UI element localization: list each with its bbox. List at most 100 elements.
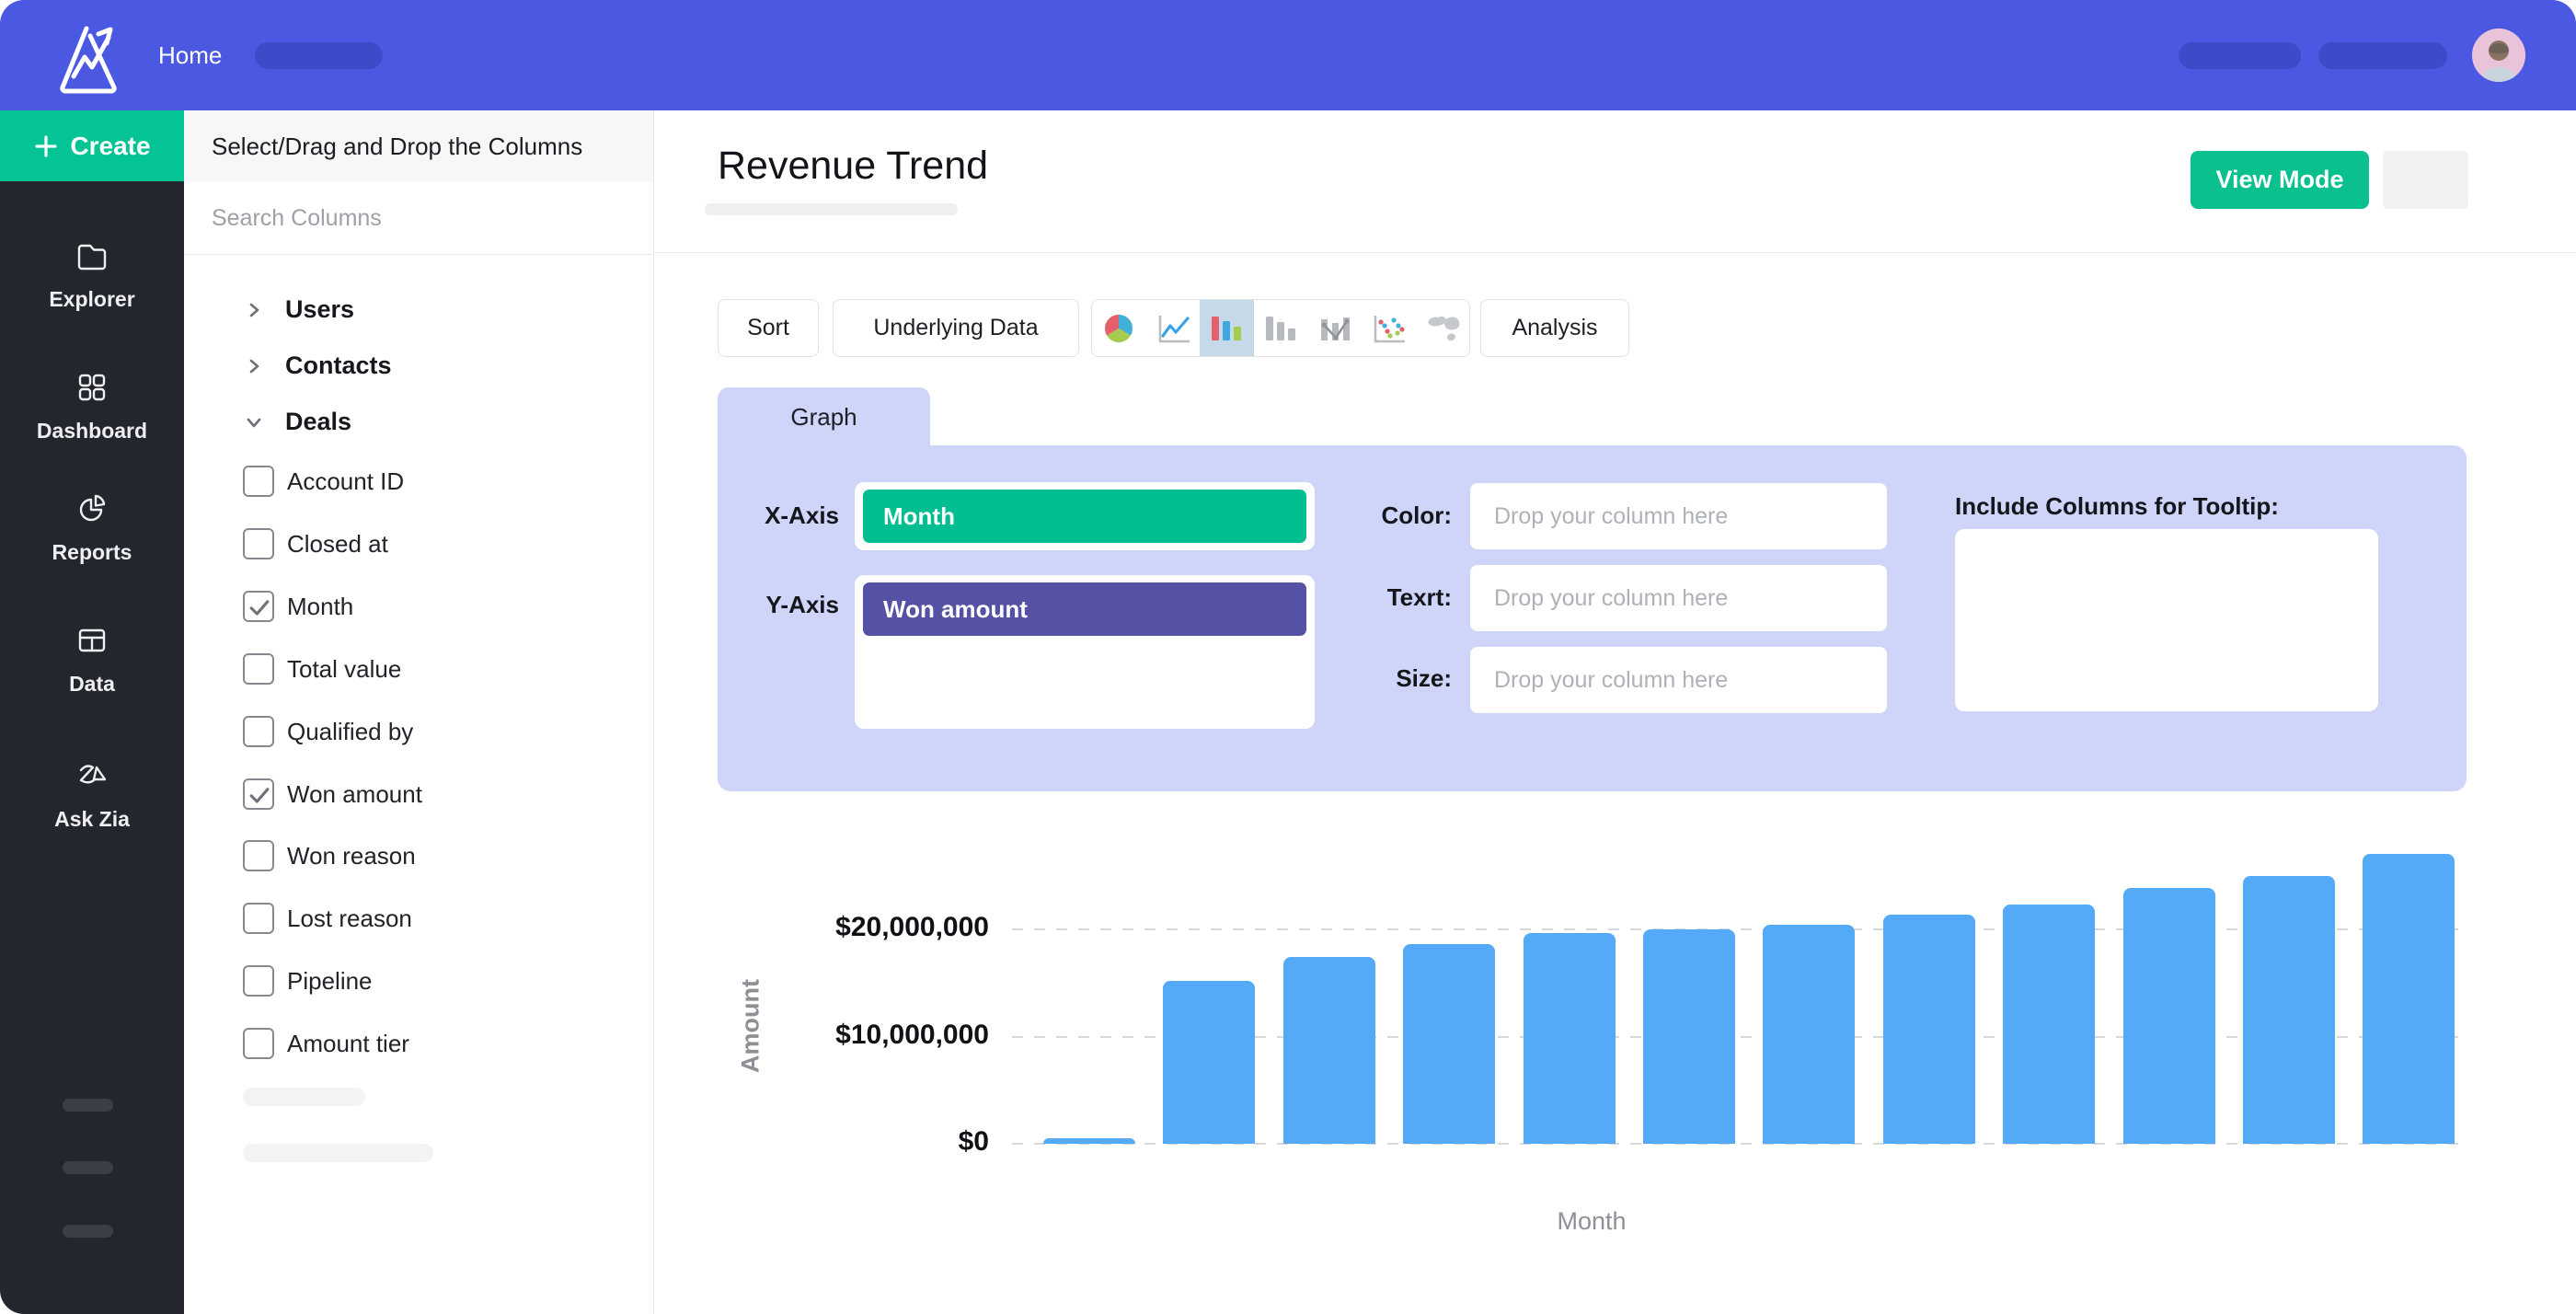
secondary-action-placeholder[interactable] [2383,151,2468,209]
y-tick-label: $10,000,000 [835,1019,989,1050]
scatter-chart-icon[interactable] [1362,300,1416,356]
column-field-label: Won amount [287,780,422,808]
y-axis-dropzone[interactable]: Won amount [855,575,1315,729]
column-field-row[interactable]: Won reason [184,836,653,876]
checkbox[interactable] [243,840,274,871]
plus-icon [35,134,58,157]
analytics-logo-icon[interactable] [53,14,123,97]
checkbox[interactable] [243,903,274,934]
sidebar-item-data[interactable]: Data [0,622,184,697]
sidebar-placeholder [63,1225,113,1238]
bar-mono-chart-icon[interactable] [1254,300,1308,356]
sidebar: Create Explorer Dashboard Reports Data A… [0,110,184,1314]
columns-panel: Select/Drag and Drop the Columns Users C… [184,110,654,1314]
chevron-right-icon [249,359,259,374]
underlying-data-button[interactable]: Underlying Data [833,299,1079,357]
column-field-row[interactable]: Closed at [184,524,653,564]
chevron-down-icon [247,418,261,428]
chevron-right-icon [249,303,259,317]
search-columns-input[interactable] [184,182,653,254]
top-navigation-bar: Home [0,0,2576,110]
checkbox[interactable] [243,1028,274,1059]
column-group-users[interactable]: Users [184,290,653,330]
x-axis-label: X-Axis [765,501,839,529]
bar[interactable] [2122,887,2215,1144]
column-field-label: Total value [287,655,402,683]
line-chart-icon[interactable] [1146,300,1201,356]
sidebar-item-reports[interactable]: Reports [0,490,184,565]
sidebar-item-dashboard[interactable]: Dashboard [0,369,184,444]
user-avatar[interactable] [2472,29,2525,82]
create-button[interactable]: Create [0,110,184,181]
text-dropzone[interactable]: Drop your column here [1470,565,1887,631]
tooltip-columns-dropzone[interactable] [1955,529,2378,711]
gridline [1012,1143,2466,1145]
bar[interactable] [2363,854,2455,1144]
checkbox[interactable] [243,716,274,747]
pie-chart-icon[interactable] [1092,300,1146,356]
x-axis-title: Month [1557,1207,1627,1235]
x-axis-column-chip[interactable]: Month [863,490,1306,543]
column-group-label: Deals [285,408,352,435]
sidebar-item-explorer[interactable]: Explorer [0,237,184,312]
sidebar-placeholder [63,1161,113,1174]
x-axis-dropzone[interactable]: Month [855,482,1315,550]
sidebar-item-label: Reports [52,540,132,564]
column-group-deals[interactable]: Deals [184,402,653,443]
map-chart-icon[interactable] [1415,300,1469,356]
checkbox[interactable] [243,778,274,810]
combo-chart-icon[interactable] [1307,300,1362,356]
table-icon [78,628,106,652]
column-field-label: Qualified by [287,718,414,745]
bar[interactable] [1282,957,1375,1144]
checkbox[interactable] [243,653,274,685]
column-field-row[interactable]: Qualified by [184,711,653,752]
sort-button[interactable]: Sort [718,299,819,357]
checkbox[interactable] [243,591,274,622]
bar-chart-icon[interactable] [1200,300,1254,356]
y-axis-column-chip[interactable]: Won amount [863,582,1306,636]
bar[interactable] [1763,925,1856,1144]
view-mode-button[interactable]: View Mode [2191,151,2369,209]
folder-icon [77,244,107,271]
nav-home-link[interactable]: Home [158,41,223,69]
bar[interactable] [1882,914,1975,1144]
gridline [1012,1035,2466,1038]
bar[interactable] [1643,929,1735,1144]
column-field-row[interactable]: Total value [184,649,653,689]
column-field-row[interactable]: Amount tier [184,1023,653,1064]
column-field-row[interactable]: Pipeline [184,961,653,1001]
size-dropzone[interactable]: Drop your column here [1470,647,1887,713]
column-group-contacts[interactable]: Contacts [184,346,653,386]
column-field-row[interactable]: Month [184,586,653,627]
bar[interactable] [1523,932,1616,1144]
column-field-row[interactable]: Won amount [184,774,653,814]
y-axis-label: Y-Axis [765,591,840,618]
checkbox[interactable] [243,466,274,497]
bar-chart: Amount $0 $10,000,000 $20,000,000 Month [718,791,2467,1270]
bar[interactable] [1043,1138,1135,1144]
color-dropzone[interactable]: Drop your column here [1470,483,1887,549]
bar[interactable] [1403,944,1496,1144]
analysis-button[interactable]: Analysis [1480,299,1629,357]
column-field-label: Won reason [287,842,416,870]
tab-graph[interactable]: Graph [718,387,930,446]
column-group-label: Users [285,295,355,323]
column-field-label: Month [287,593,354,620]
checkbox[interactable] [243,528,274,559]
checkbox[interactable] [243,965,274,997]
drop-placeholder: Drop your column here [1494,585,1729,611]
column-field-row[interactable]: Lost reason [184,898,653,939]
bar[interactable] [1163,980,1256,1144]
header-divider [654,252,2576,253]
bar[interactable] [2243,875,2335,1144]
nav-placeholder [2318,42,2447,69]
sidebar-item-ask-zia[interactable]: Ask Zia [0,757,184,832]
pie-report-icon [79,494,106,522]
column-group-label: Contacts [285,352,392,379]
bar[interactable] [2003,905,2096,1144]
chart-plot-area [1012,791,2466,1145]
column-field-row[interactable]: Account ID [184,461,653,501]
column-field-label: Account ID [287,467,405,495]
